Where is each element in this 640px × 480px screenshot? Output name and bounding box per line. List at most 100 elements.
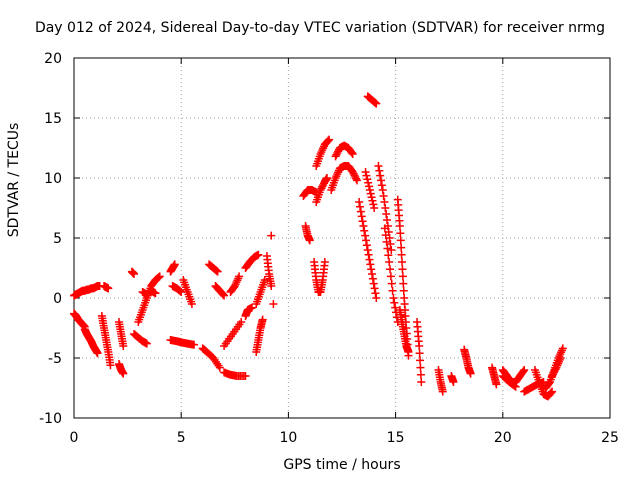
data-point	[368, 270, 377, 278]
data-point	[466, 369, 475, 378]
series-arc-23	[241, 250, 263, 272]
data-point	[380, 224, 389, 233]
data-point	[215, 363, 224, 372]
data-point	[383, 244, 392, 253]
data-point	[367, 265, 376, 274]
data-point	[449, 378, 458, 386]
data-point	[372, 294, 381, 302]
data-point	[416, 370, 425, 379]
data-point	[370, 284, 379, 293]
series-arc-34	[327, 162, 362, 194]
data-point	[269, 300, 278, 308]
series-arc-36	[355, 198, 381, 302]
x-tick-label: 0	[70, 430, 79, 446]
series-arc-32	[312, 174, 331, 206]
data-point	[369, 279, 378, 288]
data-point	[388, 286, 397, 295]
data-point	[438, 387, 447, 396]
data-point	[520, 366, 529, 374]
data-point	[366, 189, 375, 198]
data-point	[359, 222, 368, 230]
data-point	[369, 200, 378, 209]
data-point	[381, 231, 390, 240]
y-tick-label: -10	[39, 411, 62, 427]
data-point	[237, 318, 246, 326]
series-arc-15	[166, 336, 199, 349]
data-point	[258, 315, 267, 324]
data-point	[383, 216, 392, 224]
data-point	[510, 381, 519, 390]
data-point	[190, 340, 199, 349]
series-arc-24	[252, 315, 267, 356]
series-arc-05	[100, 282, 113, 293]
series-arc-14	[179, 276, 196, 308]
data-point	[364, 250, 373, 259]
y-tick-label: 20	[44, 51, 62, 67]
x-tick-label: 20	[494, 430, 512, 446]
y-tick-label: 0	[53, 291, 62, 307]
data-point	[492, 380, 501, 389]
data-point	[356, 202, 365, 211]
data-point	[380, 198, 389, 206]
data-point	[396, 229, 405, 238]
data-point	[364, 178, 373, 187]
data-point	[397, 243, 406, 252]
series-arc-08	[127, 267, 139, 278]
series-arc-04	[97, 312, 115, 370]
data-point	[398, 258, 407, 266]
data-point	[387, 246, 396, 254]
data-point	[219, 290, 228, 299]
data-point	[381, 204, 390, 212]
data-point	[378, 186, 387, 194]
grid-lines	[74, 58, 610, 418]
data-point	[260, 276, 269, 284]
series-arc-47	[488, 363, 501, 389]
data-point	[361, 231, 370, 240]
data-point	[365, 186, 374, 194]
series-arc-35	[331, 141, 357, 161]
series-arc-17	[205, 260, 222, 276]
data-point	[399, 286, 408, 295]
data-point	[416, 356, 425, 365]
series-arc-38	[363, 92, 381, 108]
data-point	[548, 387, 557, 396]
data-point	[377, 181, 386, 190]
series-arc-33	[312, 135, 334, 170]
data-point	[356, 207, 365, 216]
data-point	[361, 168, 370, 176]
series-arc-42	[395, 306, 413, 356]
series-arc-51	[530, 366, 557, 401]
data-point	[362, 236, 371, 245]
data-point	[267, 282, 276, 290]
series-arc-10	[134, 272, 164, 326]
data-point	[353, 176, 362, 185]
data-point	[365, 182, 374, 191]
y-tick-label: 10	[44, 171, 62, 187]
data-point	[325, 135, 334, 144]
series-arc-13	[168, 282, 186, 296]
data-point	[363, 246, 372, 254]
series-arc-45	[447, 372, 458, 386]
series-arc-03	[80, 325, 102, 358]
data-point	[398, 265, 407, 274]
series-arc-22	[241, 303, 256, 320]
x-tick-label: 5	[177, 430, 186, 446]
data-point	[384, 251, 393, 260]
data-point	[558, 344, 567, 353]
data-point	[347, 148, 356, 157]
data-point	[151, 289, 160, 298]
data-point	[545, 379, 554, 388]
data-point	[213, 267, 222, 276]
x-tick-label: 15	[387, 430, 405, 446]
data-point	[155, 272, 164, 281]
series-arc-28	[269, 300, 278, 308]
data-point	[254, 250, 263, 259]
data-point	[387, 279, 396, 288]
data-point	[352, 174, 361, 183]
data-point	[371, 289, 380, 298]
data-point	[362, 171, 371, 180]
series-arc-01	[70, 282, 104, 300]
data-point	[511, 382, 520, 391]
series-arc-40	[380, 224, 402, 326]
